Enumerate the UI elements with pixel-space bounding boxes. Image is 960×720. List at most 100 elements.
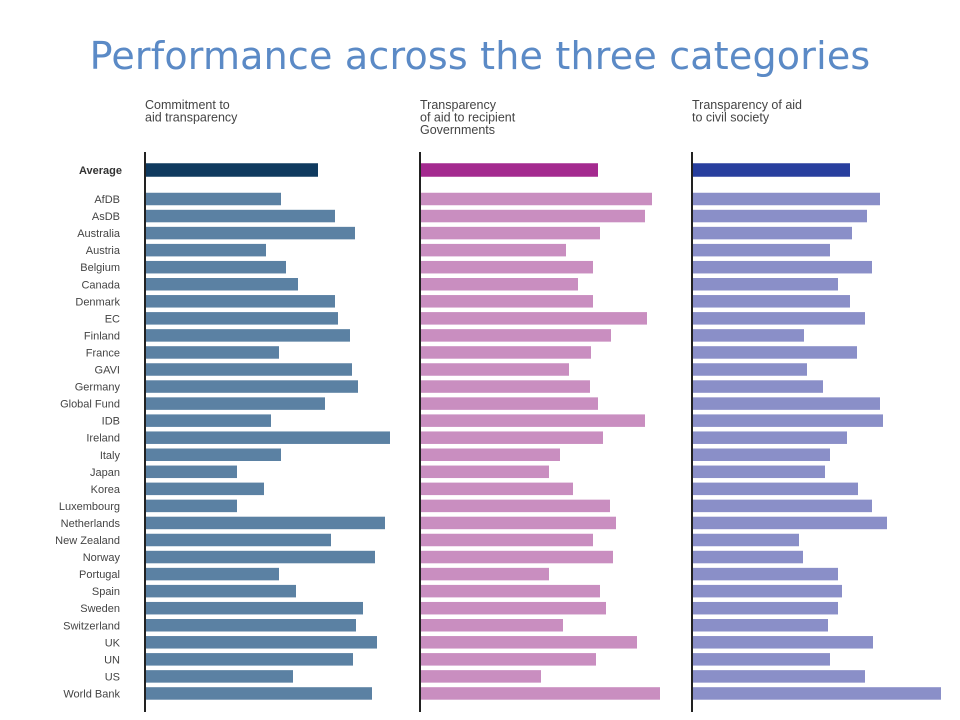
row-label-world-bank: World Bank (63, 688, 120, 700)
bar-1-italy (145, 448, 281, 461)
bar-3-us (692, 670, 865, 683)
bar-1-gavi (145, 363, 352, 376)
bar-1-japan (145, 465, 237, 479)
bar-3-denmark (692, 295, 850, 308)
bar-1-new-zealand (145, 533, 331, 547)
bar-2-sweden (420, 601, 606, 615)
bar-1-france (145, 346, 279, 359)
row-labels: Average AfDB AsDB Australia Austria Belgium Ca… (55, 165, 122, 700)
bar-3-norway (692, 550, 803, 564)
bar-3-idb (692, 414, 883, 427)
bar-2-ireland (420, 431, 603, 444)
bar-1-switzerland (145, 619, 356, 632)
average-bar-1 (145, 163, 318, 177)
bar-2-idb (420, 414, 645, 427)
bar-3-spain (692, 584, 842, 598)
bar-2-spain (420, 584, 600, 598)
bar-1-finland (145, 329, 350, 342)
bar-2-luxembourg (420, 499, 610, 513)
row-label-norway: Norway (83, 552, 121, 564)
bar-3-austria (692, 243, 830, 257)
bar-2-denmark (420, 295, 593, 308)
bar-1-germany (145, 380, 358, 393)
row-label-global-fund: Global Fund (60, 399, 120, 411)
bar-3-uk (692, 636, 873, 649)
bar-2-afdb (420, 192, 652, 206)
bar-3-korea (692, 482, 858, 496)
row-label-italy: Italy (100, 450, 121, 462)
row-label-un: UN (104, 654, 120, 666)
bar-2-norway (420, 550, 613, 564)
panel-titles: Commitment to aid transparency Transparenc… (145, 98, 802, 137)
row-label-asdb: AsDB (92, 211, 120, 223)
bar-2-gavi (420, 363, 569, 376)
bar-1-uk (145, 636, 377, 649)
bar-1-un (145, 653, 353, 666)
row-label-idb: IDB (102, 416, 120, 428)
panel-title-3: Transparency of aid to civil society (692, 98, 802, 125)
row-label-germany: Germany (75, 382, 121, 394)
bar-1-spain (145, 584, 296, 598)
bar-2-new-zealand (420, 533, 593, 547)
bar-1-australia (145, 226, 355, 240)
bar-3-italy (692, 448, 830, 461)
bar-3-new-zealand (692, 533, 799, 547)
row-label-spain: Spain (92, 586, 120, 598)
bar-3-asdb (692, 209, 867, 223)
row-label-portugal: Portugal (79, 569, 120, 581)
bar-3-finland (692, 329, 804, 342)
bar-2-korea (420, 482, 573, 496)
bar-3-belgium (692, 260, 872, 274)
bar-2-un (420, 653, 596, 666)
row-label-netherlands: Netherlands (61, 518, 121, 530)
average-bar-2 (420, 163, 598, 177)
row-label-canada: Canada (81, 279, 120, 291)
bar-1-canada (145, 278, 298, 291)
bar-1-global-fund (145, 397, 325, 410)
bar-3-switzerland (692, 619, 828, 632)
bar-1-norway (145, 550, 375, 564)
bar-1-us (145, 670, 293, 683)
row-label-luxembourg: Luxembourg (59, 501, 120, 513)
bar-3-gavi (692, 363, 807, 376)
bar-2-asdb (420, 209, 645, 223)
row-label-new-zealand: New Zealand (55, 535, 120, 547)
bar-1-ec (145, 312, 338, 325)
bar-1-luxembourg (145, 499, 237, 513)
bar-2-canada (420, 278, 578, 291)
row-label-finland: Finland (84, 330, 120, 342)
row-label-korea: Korea (91, 484, 121, 496)
bar-1-ireland (145, 431, 390, 444)
bar-3-japan (692, 465, 825, 479)
panel-title-2: Transparency of aid to recipient Governmen… (420, 98, 516, 137)
bar-3-germany (692, 380, 823, 393)
bar-1-netherlands (145, 516, 385, 530)
bar-2-austria (420, 243, 566, 257)
row-label-switzerland: Switzerland (63, 620, 120, 632)
row-label-belgium: Belgium (80, 262, 120, 274)
row-label-japan: Japan (90, 467, 120, 479)
bar-3-sweden (692, 601, 838, 615)
bar-3-afdb (692, 192, 880, 206)
bar-3-luxembourg (692, 499, 872, 513)
bar-2-netherlands (420, 516, 616, 530)
bar-2-germany (420, 380, 590, 393)
bar-1-belgium (145, 260, 286, 274)
bar-3-portugal (692, 567, 838, 581)
slide-title: Performance across the three categories (89, 34, 871, 78)
bar-2-world-bank (420, 687, 660, 700)
bar-1-afdb (145, 192, 281, 206)
row-label-afdb: AfDB (94, 194, 120, 206)
row-label-austria: Austria (86, 245, 121, 257)
bar-2-global-fund (420, 397, 598, 410)
bar-1-denmark (145, 295, 335, 308)
bar-2-finland (420, 329, 611, 342)
panel-title-1: Commitment to aid transparency (145, 98, 238, 125)
bar-1-sweden (145, 601, 363, 615)
bar-3-world-bank (692, 687, 941, 700)
row-label-france: France (86, 347, 120, 359)
average-bar-3 (692, 163, 850, 177)
row-label-australia: Australia (77, 228, 121, 240)
bar-2-us (420, 670, 541, 683)
